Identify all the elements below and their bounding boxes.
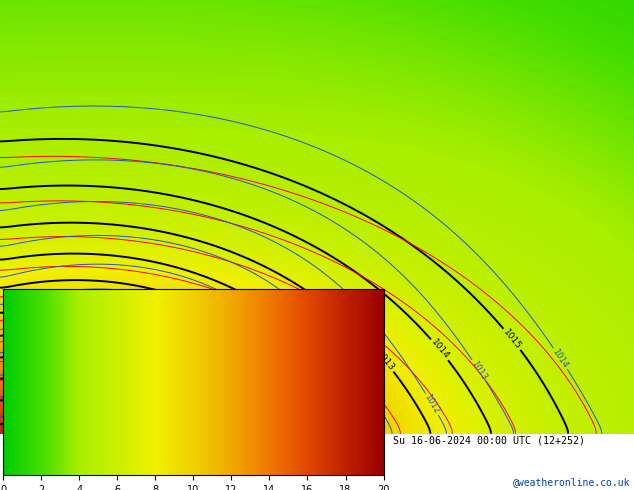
Text: 1006: 1006 (197, 409, 214, 432)
Text: 1007: 1007 (179, 397, 202, 420)
Text: 1005: 1005 (133, 401, 155, 424)
Text: 1014: 1014 (551, 347, 570, 370)
Text: 1003: 1003 (59, 410, 84, 425)
Text: 1013: 1013 (469, 359, 488, 382)
Text: @weatheronline.co.uk: @weatheronline.co.uk (514, 477, 631, 487)
Text: 1004: 1004 (44, 381, 67, 397)
Text: 1010: 1010 (271, 392, 292, 416)
Text: 1002: 1002 (53, 409, 76, 427)
Text: Su 16-06-2024 00:00 UTC (12+252): Su 16-06-2024 00:00 UTC (12+252) (393, 435, 585, 445)
Text: 1009: 1009 (247, 406, 268, 430)
Text: 1011: 1011 (365, 389, 384, 412)
Text: 1003: 1003 (23, 410, 46, 428)
Text: 1013: 1013 (374, 349, 396, 373)
Text: 1009: 1009 (283, 397, 302, 419)
Text: 1007: 1007 (210, 384, 229, 407)
Text: 1012: 1012 (325, 355, 347, 378)
Text: 1004: 1004 (30, 406, 55, 426)
Text: 1015: 1015 (501, 327, 522, 351)
Text: 1010: 1010 (319, 389, 337, 411)
Text: 1001: 1001 (83, 414, 105, 425)
Text: 1008: 1008 (213, 402, 235, 426)
Text: 1012: 1012 (423, 393, 441, 416)
Text: 1008: 1008 (250, 399, 269, 422)
Text: 1011: 1011 (295, 373, 317, 397)
Text: Surface pressure  Spread  mean+σ  [hPa] ECMWF: Surface pressure Spread mean+σ [hPa] ECM… (3, 435, 273, 445)
Text: 1006: 1006 (15, 379, 39, 396)
Text: 1014: 1014 (429, 338, 450, 361)
Text: 1005: 1005 (14, 377, 37, 394)
